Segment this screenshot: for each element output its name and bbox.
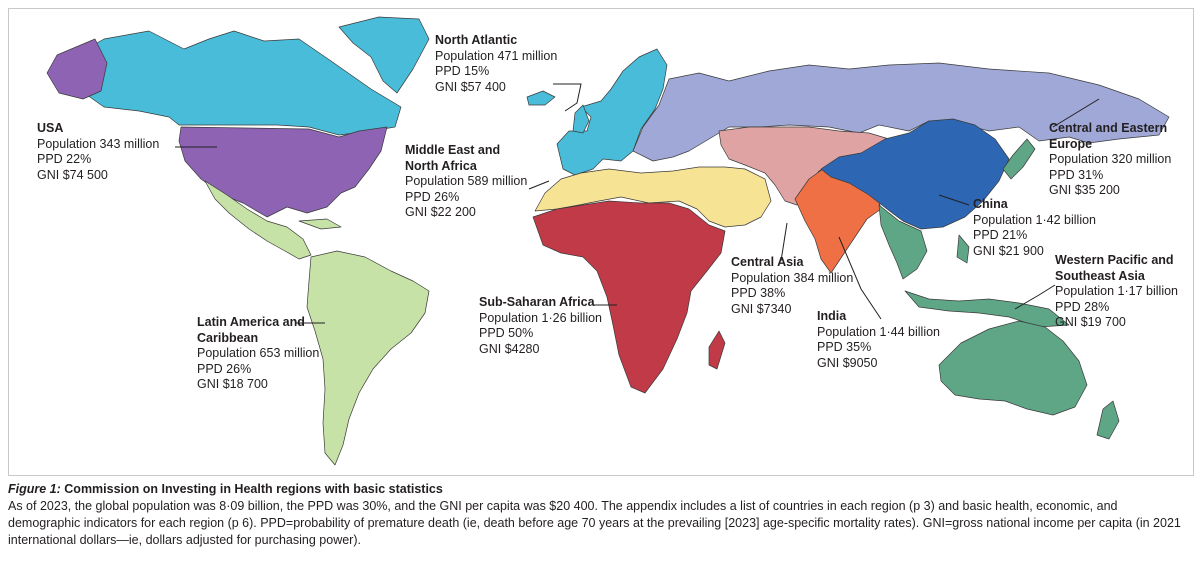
caribbean-shape: [298, 218, 342, 230]
figure-number: Figure 1:: [8, 482, 61, 496]
region-gni: GNI $4280: [479, 341, 540, 356]
region-population: Population 1·42 billion: [973, 212, 1097, 227]
region-ppd: PPD 21%: [973, 228, 1028, 242]
region-ppd: PPD 31%: [1049, 167, 1104, 182]
china-shape: [820, 118, 1010, 230]
label-central-asia: Central Asia Population 384 million PPD …: [731, 255, 853, 317]
indonesia-shape: [904, 290, 1070, 328]
leader-central-asia: [780, 222, 788, 262]
region-name: Central and Eastern Europe: [1049, 121, 1168, 151]
world-map: [46, 16, 1170, 466]
southeast-asia-shape: [878, 204, 928, 280]
label-north-atlantic: North Atlantic Population 471 million PP…: [435, 33, 557, 95]
region-name: USA: [37, 121, 64, 135]
ssa-shape: [532, 200, 726, 394]
region-name: Sub-Saharan Africa: [479, 295, 595, 309]
iceland-shape: [526, 90, 556, 106]
region-latam[interactable]: [204, 180, 430, 466]
label-ssa: Sub-Saharan Africa Population 1·26 billi…: [479, 295, 602, 357]
region-ppd: PPD 35%: [817, 340, 872, 354]
caption-title-line: Figure 1: Commission on Investing in Hea…: [8, 481, 1192, 498]
region-gni: GNI $35 200: [1049, 183, 1120, 197]
region-population: Population 589 million: [405, 174, 528, 188]
japan-korea-shape: [1002, 138, 1036, 180]
label-india: India Population 1·44 billion PPD 35% GN…: [817, 309, 940, 371]
mena-shape: [534, 166, 772, 228]
region-population: Population 320 million: [1049, 152, 1172, 166]
leader-india: [838, 236, 882, 320]
region-gni: GNI $18 700: [197, 377, 268, 391]
region-north-atlantic[interactable]: [68, 16, 668, 176]
south-america-shape: [306, 250, 430, 466]
region-ppd: PPD 28%: [1055, 299, 1110, 314]
region-gni: GNI $19 700: [1055, 315, 1126, 329]
label-central-eastern-europe: Central and Eastern Europe Population 32…: [1049, 121, 1179, 199]
leader-wpsa: [1014, 284, 1056, 310]
region-ppd: PPD 15%: [435, 64, 490, 78]
region-name: China: [973, 197, 1008, 211]
region-population: Population 1·44 billion: [817, 324, 941, 339]
region-population: Population 1·17 billion: [1055, 284, 1179, 298]
leader-mena: [528, 180, 550, 190]
greenland-shape: [338, 16, 430, 94]
region-name: India: [817, 309, 847, 323]
figure-title: Commission on Investing in Health region…: [64, 482, 443, 496]
western-europe-shape: [556, 48, 668, 176]
region-name: North Atlantic: [435, 33, 518, 47]
leader-north-atlantic: [553, 83, 582, 112]
caption-body: As of 2023, the global population was 8·…: [8, 499, 1181, 547]
madagascar-shape: [708, 330, 726, 370]
region-population: Population 471 million: [435, 48, 558, 63]
region-usa[interactable]: [46, 38, 388, 218]
region-population: Population 1·26 billion: [479, 310, 603, 325]
map-frame: North Atlantic Population 471 million PP…: [8, 8, 1194, 476]
region-wpsa[interactable]: [878, 138, 1120, 440]
new-zealand-shape: [1096, 400, 1120, 440]
region-name: Central Asia: [731, 255, 804, 269]
region-name: Middle East and North Africa: [405, 143, 501, 173]
region-ppd: PPD 38%: [731, 286, 786, 300]
region-gni: GNI $57 400: [435, 79, 506, 94]
label-usa: USA Population 343 million PPD 22% GNI $…: [37, 121, 159, 183]
label-wpsa: Western Pacific and Southeast Asia Popul…: [1055, 253, 1185, 331]
philippines-shape: [956, 234, 970, 264]
label-latam: Latin America and Caribbean Population 6…: [197, 315, 329, 393]
region-population: Population 384 million: [731, 270, 854, 285]
region-population: Population 343 million: [37, 136, 160, 151]
region-mena[interactable]: [534, 166, 772, 228]
australia-shape: [938, 320, 1088, 416]
alaska-shape: [46, 38, 108, 100]
region-population: Population 653 million: [197, 346, 320, 360]
region-ppd: PPD 22%: [37, 152, 92, 166]
region-gni: GNI $22 200: [405, 205, 476, 219]
figure-caption: Figure 1: Commission on Investing in Hea…: [8, 481, 1192, 549]
leader-china: [938, 194, 970, 206]
region-gni: GNI $9050: [817, 355, 878, 370]
label-china: China Population 1·42 billion PPD 21% GN…: [973, 197, 1096, 259]
region-ppd: PPD 50%: [479, 326, 534, 340]
mexico-central-america-shape: [204, 180, 312, 260]
contiguous-usa-shape: [178, 126, 388, 218]
region-china[interactable]: [820, 118, 1010, 230]
region-name: Latin America and Caribbean: [197, 315, 305, 345]
uk-shape: [572, 104, 590, 134]
leader-central-eastern-europe: [1052, 98, 1100, 128]
label-mena: Middle East and North Africa Population …: [405, 143, 528, 221]
region-ppd: PPD 26%: [405, 189, 460, 204]
region-gni: GNI $21 900: [973, 243, 1044, 258]
region-ppd: PPD 26%: [197, 361, 252, 376]
region-gni: GNI $7340: [731, 301, 792, 316]
region-name: Western Pacific and Southeast Asia: [1055, 253, 1174, 283]
region-gni: GNI $74 500: [37, 167, 108, 182]
canada-shape: [68, 30, 402, 136]
region-ssa[interactable]: [532, 200, 726, 394]
